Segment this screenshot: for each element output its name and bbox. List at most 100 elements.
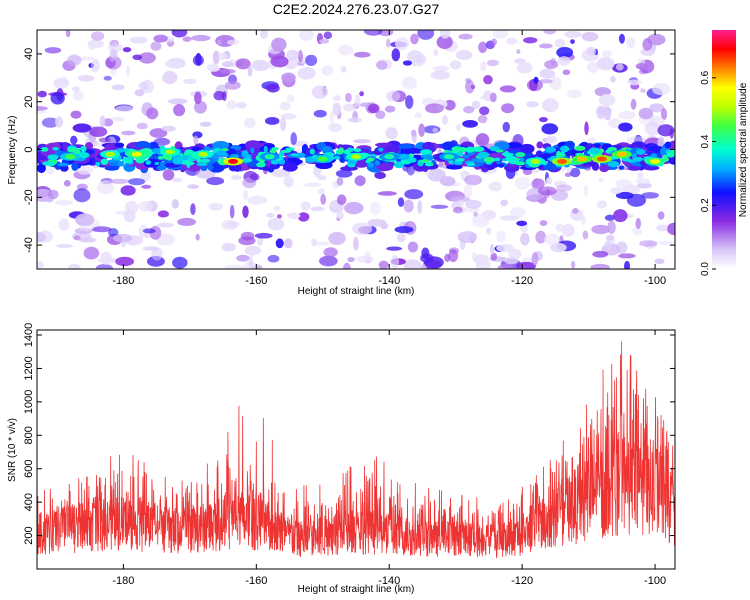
spectrogram-cell <box>221 219 238 230</box>
x-tick-label: -160 <box>245 275 267 287</box>
spectrogram-band-cell <box>515 152 526 158</box>
spectrogram-cell <box>248 255 254 269</box>
spectrogram-cell <box>615 63 624 71</box>
spectrogram-cell <box>624 260 631 269</box>
spectrogram-band-cell <box>466 162 476 167</box>
spectrogram-cell <box>433 49 439 56</box>
spectrogram-cell <box>55 116 64 128</box>
spectrogram-band-cell <box>154 161 160 166</box>
spectrogram-cell <box>475 133 490 147</box>
spectrogram-cell <box>501 103 515 114</box>
spectrogram-cell <box>345 92 352 103</box>
spectrogram-cell <box>151 247 163 261</box>
spectrogram-cell <box>520 232 530 246</box>
spectrogram-cell <box>439 176 456 187</box>
spectrogram-band-cell <box>378 147 384 152</box>
spectrogram-cell <box>264 116 280 125</box>
spectrogram-cell <box>243 117 256 129</box>
spectrogram-y-axis-label: Frequency (Hz) <box>7 116 18 185</box>
spectrogram-cell <box>328 231 346 246</box>
spectrogram-band-cell <box>62 141 69 152</box>
spectrogram-band-cell <box>172 157 184 163</box>
spectrogram-cell <box>499 85 516 93</box>
spectrogram-cell <box>190 203 196 216</box>
spectrogram-cell <box>412 54 425 64</box>
spectrogram-cell <box>162 169 175 181</box>
spectrogram-band-cell <box>446 164 463 170</box>
spectrogram-cell <box>73 188 91 203</box>
spectrogram-cell <box>353 51 371 58</box>
spectrogram-band-cell <box>117 160 125 167</box>
spectrogram-band-cell <box>338 147 344 154</box>
spectrogram-band-cell <box>68 147 78 153</box>
spectrogram-cell <box>556 184 572 192</box>
spectrogram-cell <box>121 130 136 136</box>
spectrogram-cell <box>194 91 202 105</box>
spectrogram-cell <box>266 212 275 218</box>
spectrogram-cell <box>103 118 114 127</box>
spectrogram-cell <box>280 113 297 120</box>
spectrogram-band-cell <box>397 143 416 149</box>
spectrogram-cell <box>427 168 446 182</box>
spectrogram-band-cell <box>290 153 299 157</box>
spectrogram-cell <box>244 245 262 256</box>
spectrogram-panel: -180 -160 -140 -120 -100 -40 -20 0 20 40 Height … <box>7 29 676 297</box>
spectrogram-cell <box>601 50 612 58</box>
x-tick-label: -160 <box>245 575 267 587</box>
y-tick-label: 40 <box>23 48 35 60</box>
spectrogram-band-cell <box>425 161 432 167</box>
spectrogram-cell <box>424 170 431 177</box>
spectrogram-cell <box>150 41 162 51</box>
spectrogram-cell <box>108 43 123 53</box>
spectrogram-cell <box>173 104 186 117</box>
spectrogram-cell <box>230 175 242 180</box>
spectrogram-band-cell <box>366 157 375 162</box>
spectrogram-cell <box>104 55 122 70</box>
spectrogram-band-cell <box>200 166 208 171</box>
spectrogram-hotspot-core <box>384 154 395 160</box>
spectrogram-cell <box>44 47 62 54</box>
spectrogram-cell <box>516 261 536 269</box>
spectrogram-cell <box>363 30 383 36</box>
spectrogram-cell <box>489 243 495 255</box>
spectrogram-cell <box>226 100 238 110</box>
spectrogram-cell <box>353 139 371 144</box>
spectrogram-band-cell <box>181 154 189 161</box>
spectrogram-cell <box>554 38 566 48</box>
spectrogram-cell <box>488 181 503 192</box>
spectrogram-cell <box>607 220 616 235</box>
spectrogram-cell <box>486 59 499 67</box>
spectrogram-cell <box>343 103 356 112</box>
spectrogram-band-cell <box>544 146 557 153</box>
spectrogram-cell <box>586 46 597 56</box>
spectrogram-band-cell <box>57 162 69 167</box>
spectrogram-cell <box>626 37 636 49</box>
spectrogram-cell <box>566 89 582 99</box>
spectrogram-cell <box>455 124 462 131</box>
spectrogram-hotspot-core <box>198 151 209 157</box>
spectrogram-cell <box>47 189 59 200</box>
spectrogram-cell <box>332 102 342 116</box>
spectrogram-cell <box>338 44 354 56</box>
spectrogram-cell <box>610 75 616 83</box>
spectrogram-cell <box>100 251 112 265</box>
spectrogram-cell <box>138 52 156 64</box>
spectrogram-cell <box>142 228 156 234</box>
spectrogram-band-cell <box>422 141 435 152</box>
spectrogram-band-cell <box>185 161 195 166</box>
spectrogram-cell <box>266 83 280 93</box>
x-tick-label: -120 <box>511 275 533 287</box>
spectrogram-band-cell <box>398 153 410 161</box>
spectrogram-cell <box>37 232 46 243</box>
spectrogram-cell <box>216 39 222 46</box>
spectrogram-cell <box>221 242 236 252</box>
spectrogram-cell <box>191 34 211 42</box>
spectrogram-cell <box>490 252 498 261</box>
spectrogram-cell <box>146 107 159 120</box>
spectrogram-cell <box>572 208 579 214</box>
spectrogram-cell <box>73 235 81 241</box>
spectrogram-cell <box>598 177 604 183</box>
spectrogram-band-cell <box>588 147 601 155</box>
spectrogram-cell <box>618 122 633 132</box>
spectrogram-cell <box>448 249 459 263</box>
